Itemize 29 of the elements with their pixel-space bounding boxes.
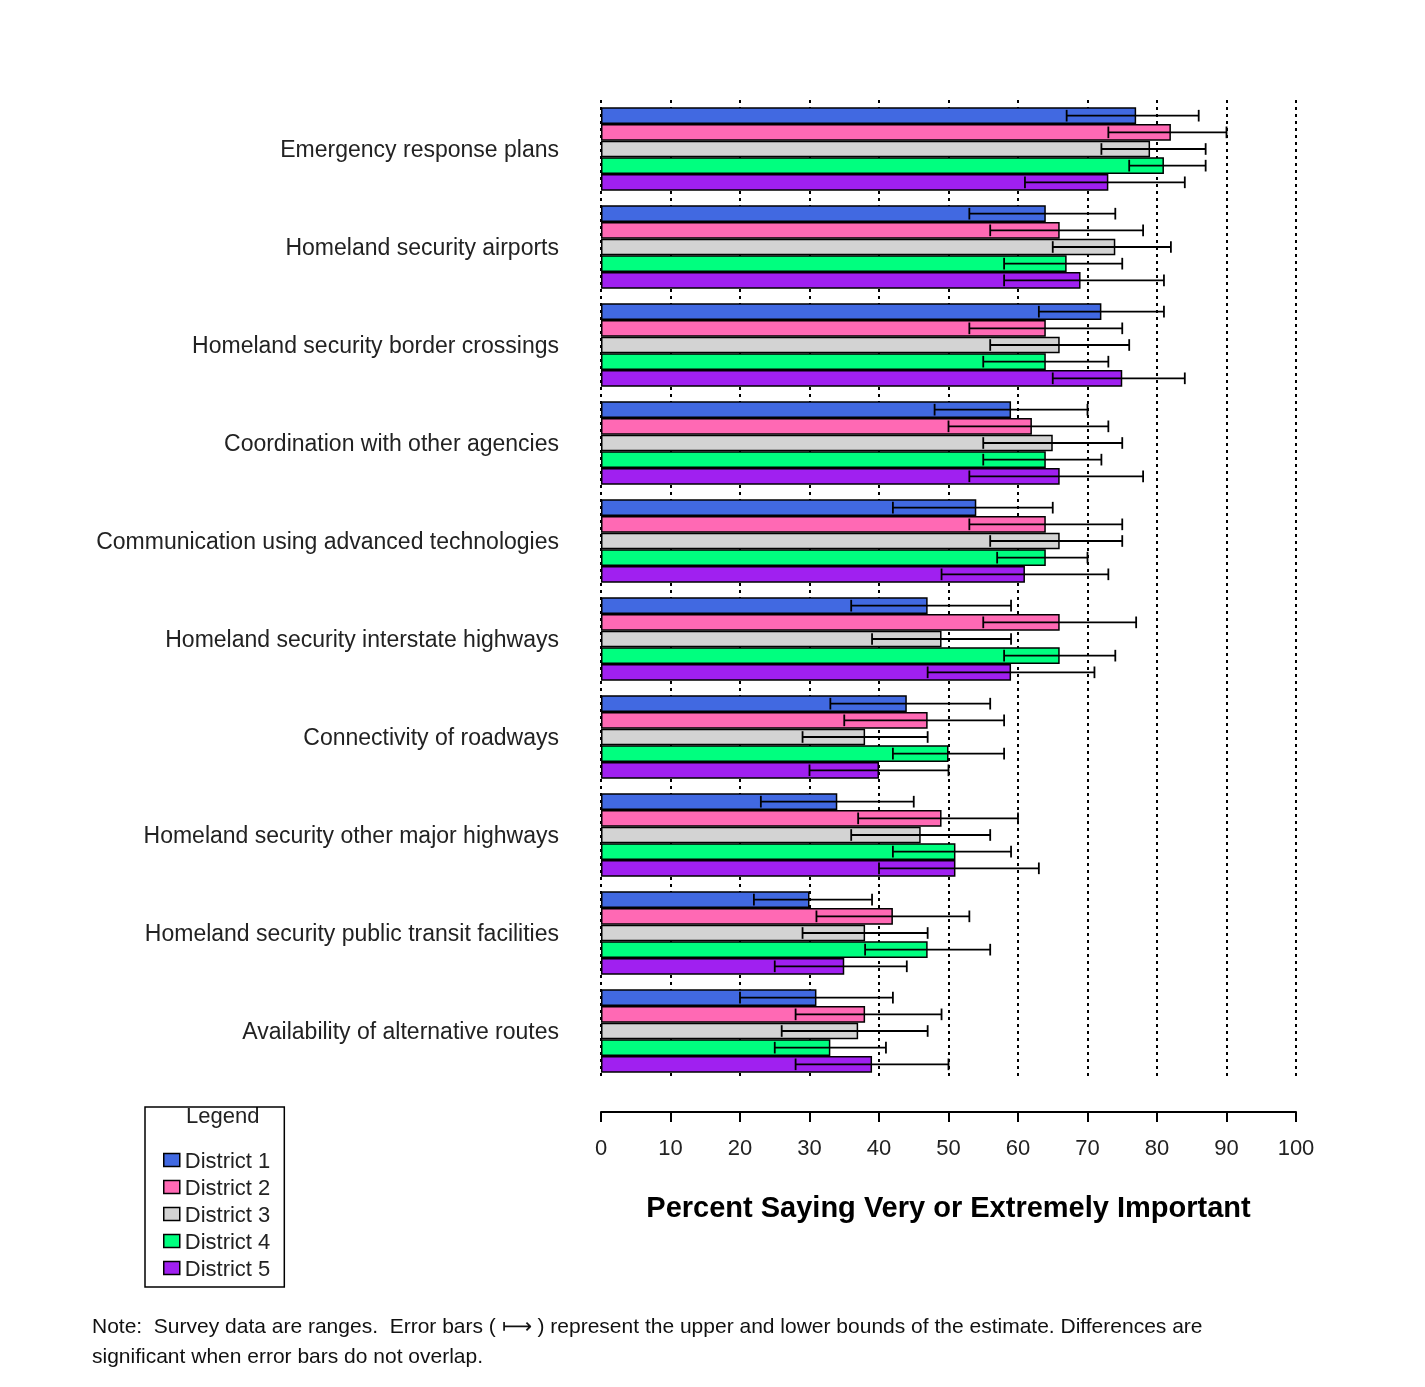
text: Note: Survey data are ranges. Error bars ( ⟼ ) represent the upper and lower bounds of the estimate. Differences are significant when error bars do not overlap. [92,1313,1209,1367]
y-tick-label: Connectivity of roadways [303,724,559,750]
y-tick-label: Availability of alternative routes [242,1018,559,1044]
y-tick-label: Homeland security public transit facilities [144,920,559,946]
x-tick-label: 70 [1075,1134,1100,1160]
y-tick-label: Homeland security border crossings [192,332,559,358]
legend-label: District 3 [184,1201,271,1227]
y-tick-label: Communication using advanced technologies [96,528,559,554]
y-tick-label: Coordination with other agencies [224,430,559,456]
legend-label: District 4 [184,1228,271,1254]
legend-label: District 2 [184,1174,271,1200]
y-tick-label: Homeland security airports [285,234,559,260]
y-tick-label: Homeland security interstate highways [165,626,559,652]
x-tick-label: 40 [866,1134,892,1160]
x-tick-label: 90 [1214,1134,1239,1160]
legend-title: Legend [186,1102,260,1128]
y-tick-label: Emergency response plans [280,136,559,162]
y-tick-label: Homeland security other major highways [143,822,559,848]
x-tick-label: 60 [1005,1134,1031,1160]
legend-label: District 1 [184,1147,271,1173]
x-tick-label: 50 [936,1134,961,1160]
x-tick-label: 20 [727,1134,753,1160]
x-axis-title: Percent Saying Very or Extremely Important [646,1190,1252,1223]
x-tick-label: 30 [797,1134,822,1160]
x-tick-label: 100 [1277,1134,1315,1160]
legend-label: District 5 [184,1255,271,1281]
x-tick-label: 0 [594,1134,608,1160]
x-tick-label: 10 [658,1134,683,1160]
x-tick-label: 80 [1144,1134,1170,1160]
